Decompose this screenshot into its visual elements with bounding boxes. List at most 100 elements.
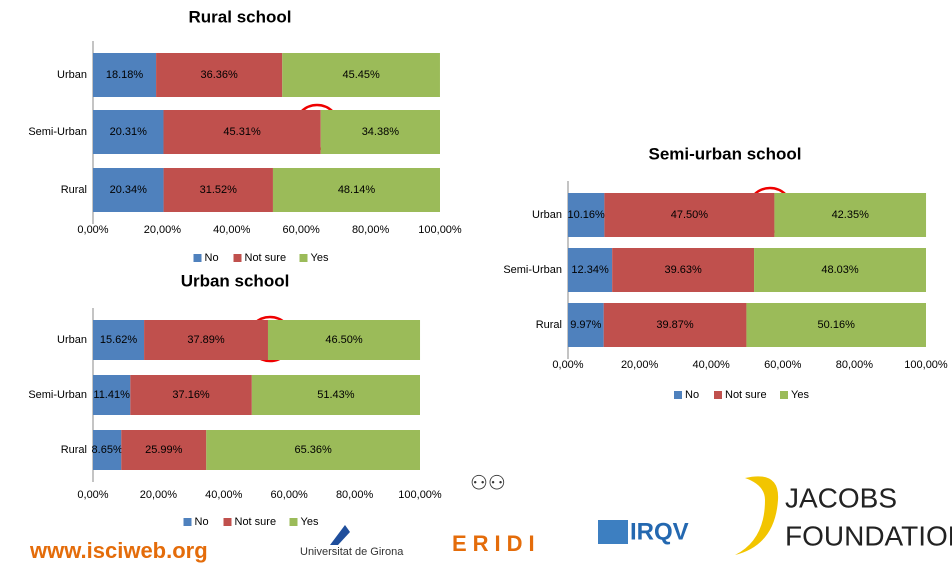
x-tick-label: 20,00% [144,224,182,236]
x-tick-label: 100,00% [904,359,948,371]
value-label: 48.14% [338,184,376,196]
legend-label: No [685,389,699,401]
jacobs: JACOBS [785,482,897,513]
bar-segment [93,320,145,360]
x-tick-label: 20,00% [621,359,659,371]
bar-segment [93,375,131,415]
y-tick-label: Semi-Urban [28,126,87,138]
legend-swatch [299,254,308,262]
x-tick-label: 0,00% [77,224,108,236]
value-label: 20.34% [110,184,148,196]
bar-segment [163,168,273,212]
value-label: 51.43% [317,389,355,401]
bar-segment [774,193,927,237]
bar-segment [272,168,440,212]
x-tick-label: 80,00% [336,489,374,501]
x-tick-label: 80,00% [352,224,390,236]
bar-segment [93,110,164,154]
bar-segment [612,248,755,292]
y-tick-label: Urban [57,334,87,346]
x-tick-label: 60,00% [764,359,802,371]
x-tick-label: 80,00% [836,359,874,371]
value-label: 37.16% [172,389,210,401]
bar-segment [206,430,420,470]
value-label: 15.62% [100,334,138,346]
eridi-figures: ⚇⚇ [470,472,506,494]
value-label: 10.16% [568,209,606,221]
bar-segment [603,303,747,347]
value-label: 39.63% [664,264,702,276]
y-tick-label: Rural [536,319,562,331]
legend-label: Not sure [235,516,277,528]
bar-segment [568,303,604,347]
value-label: 25.99% [145,444,183,456]
bar-segment [93,430,122,470]
x-tick-label: 40,00% [205,489,243,501]
legend-label: Yes [791,389,809,401]
value-label: 9.97% [570,319,601,331]
bar-segment [93,53,157,97]
y-tick-label: Semi-Urban [503,264,562,276]
value-label: 47.50% [671,209,709,221]
bar-segment [121,430,207,470]
x-tick-label: 40,00% [213,224,251,236]
irqv-icon [598,520,628,544]
legend-swatch [780,391,788,399]
bar-segment [604,193,775,237]
bar-segment [568,248,613,292]
value-label: 37.89% [187,334,225,346]
y-tick-label: Semi-Urban [28,389,87,401]
value-label: 18.18% [106,69,144,81]
value-label: 46.50% [325,334,363,346]
value-label: 34.38% [362,126,400,138]
eridi: ERIDI [452,531,541,556]
legend-label: Yes [301,516,319,528]
bar-segment [320,110,440,154]
x-tick-label: 40,00% [693,359,731,371]
bar-segment [163,110,321,154]
legend-swatch [289,518,298,526]
bar-segment [93,168,164,212]
jacobs-logo [735,476,779,555]
chart-title: Semi-urban school [648,144,801,163]
value-label: 8.65% [92,444,123,456]
bar-segment [746,303,926,347]
bar-segment [130,375,252,415]
value-label: 11.41% [93,389,130,401]
value-label: 65.36% [294,444,332,456]
bar-segment [568,193,605,237]
legend-label: Yes [311,252,329,264]
bar-segment [282,53,440,97]
legend-label: Not sure [245,252,287,264]
udg-logo [330,525,350,545]
y-tick-label: Rural [61,184,87,196]
legend-swatch [233,254,242,262]
value-label: 48.03% [821,264,859,276]
value-label: 20.31% [110,126,148,138]
value-label: 50.16% [818,319,856,331]
value-label: 31.52% [200,184,238,196]
value-label: 39.87% [656,319,694,331]
value-label: 42.35% [832,209,870,221]
legend-label: No [195,516,209,528]
legend-swatch [193,254,202,262]
x-tick-label: 60,00% [283,224,321,236]
y-tick-label: Urban [57,69,87,81]
value-label: 45.31% [223,126,261,138]
x-tick-label: 0,00% [552,359,583,371]
chart-title: Rural school [189,7,292,26]
legend-label: No [205,252,219,264]
value-label: 36.36% [201,69,239,81]
value-label: 45.45% [342,69,380,81]
x-tick-label: 0,00% [77,489,108,501]
legend-swatch [183,518,192,526]
irqv: IRQV [630,518,689,545]
website: www.isciweb.org [29,538,208,563]
chart-title: Urban school [181,271,290,290]
bar-segment [144,320,268,360]
legend-swatch [223,518,232,526]
value-label: 12.34% [571,264,609,276]
legend-swatch [674,391,682,399]
bar-segment [267,320,421,360]
